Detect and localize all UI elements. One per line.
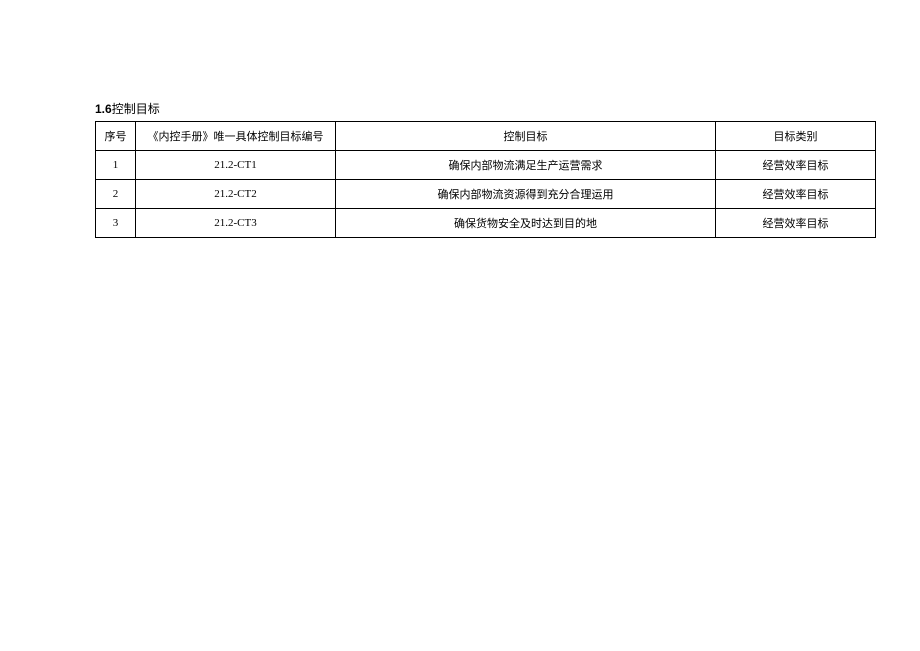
cell-objective: 确保内部物流资源得到充分合理运用	[336, 180, 716, 209]
cell-objective: 确保内部物流满足生产运营需求	[336, 151, 716, 180]
col-header-category: 目标类别	[716, 122, 876, 151]
table-header-row: 序号 《内控手册》唯一具体控制目标编号 控制目标 目标类别	[96, 122, 876, 151]
table-row: 2 21.2-CT2 确保内部物流资源得到充分合理运用 经营效率目标	[96, 180, 876, 209]
section-heading: 1.6控制目标	[95, 100, 880, 117]
cell-code: 21.2-CT2	[136, 180, 336, 209]
cell-category: 经营效率目标	[716, 180, 876, 209]
table-row: 1 21.2-CT1 确保内部物流满足生产运营需求 经营效率目标	[96, 151, 876, 180]
cell-seq: 1	[96, 151, 136, 180]
cell-seq: 3	[96, 209, 136, 238]
cell-seq: 2	[96, 180, 136, 209]
col-header-seq: 序号	[96, 122, 136, 151]
control-objectives-table: 序号 《内控手册》唯一具体控制目标编号 控制目标 目标类别 1 21.2-CT1…	[95, 121, 876, 238]
cell-objective: 确保货物安全及时达到目的地	[336, 209, 716, 238]
cell-code: 21.2-CT3	[136, 209, 336, 238]
table-row: 3 21.2-CT3 确保货物安全及时达到目的地 经营效率目标	[96, 209, 876, 238]
section-number: 1.6	[95, 102, 112, 116]
cell-category: 经营效率目标	[716, 209, 876, 238]
cell-code: 21.2-CT1	[136, 151, 336, 180]
document-page: 1.6控制目标 序号 《内控手册》唯一具体控制目标编号 控制目标 目标类别 1 …	[0, 0, 920, 651]
section-title-text: 控制目标	[112, 102, 160, 116]
cell-category: 经营效率目标	[716, 151, 876, 180]
col-header-code: 《内控手册》唯一具体控制目标编号	[136, 122, 336, 151]
col-header-objective: 控制目标	[336, 122, 716, 151]
